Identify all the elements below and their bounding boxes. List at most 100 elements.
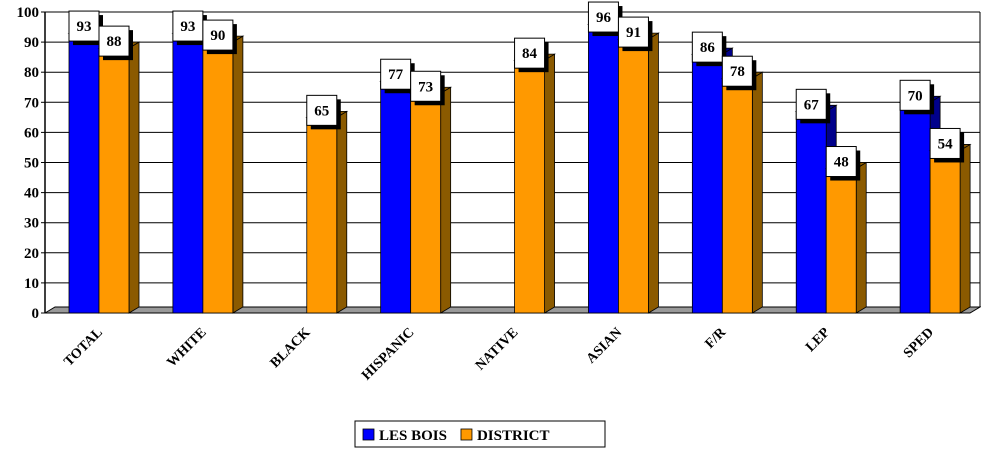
legend-label-les-bois: LES BOIS [379, 428, 447, 444]
bar-front [588, 23, 619, 314]
data-label-box [825, 146, 857, 178]
y-tick-label-50: 50 [24, 156, 39, 172]
bar-front [98, 47, 130, 314]
data-label-text: 93 [180, 19, 195, 35]
bar-front [172, 32, 204, 314]
x-tick-label-sped: SPED [901, 325, 937, 361]
data-label-box [617, 16, 649, 48]
bar-district-hispanic [409, 86, 453, 314]
x-tick-label-asian: ASIAN [584, 325, 625, 366]
data-label-box [98, 25, 130, 57]
bar-les-bois-f-r [690, 47, 734, 314]
data-label-box [380, 58, 412, 90]
bar-district-f-r [720, 71, 764, 314]
bar-front [410, 92, 442, 314]
bar-front [380, 80, 412, 314]
data-label-les-bois-sped: 70 [899, 79, 935, 115]
data-label-les-bois-asian: 96 [587, 1, 623, 37]
y-tick-label-0: 0 [32, 306, 40, 322]
data-label-district-lep: 48 [825, 146, 861, 181]
data-label-district-native: 84 [514, 37, 549, 73]
data-label-box [587, 1, 619, 33]
data-label-text: 78 [730, 64, 745, 80]
legend-label-district: DISTRICT [477, 428, 550, 444]
bar-side [855, 161, 867, 314]
data-label-les-bois-hispanic: 77 [380, 58, 415, 94]
bar-district-lep [824, 161, 868, 314]
y-tick-label-60: 60 [24, 125, 39, 141]
data-label-box [929, 127, 961, 159]
bar-side [128, 41, 140, 314]
y-tick-label-30: 30 [24, 216, 39, 232]
bar-district-native [513, 53, 556, 314]
bar-side [232, 35, 244, 314]
data-label-text: 65 [314, 103, 329, 119]
data-label-text: 54 [938, 136, 954, 152]
legend: LES BOIS DISTRICT [354, 420, 606, 448]
bar-side [959, 143, 971, 314]
x-tick-label-black: BLACK [268, 325, 314, 371]
bar-district-total [97, 41, 141, 314]
data-label-text: 48 [834, 155, 849, 171]
y-tick-label-80: 80 [24, 65, 39, 81]
data-label-text: 88 [107, 34, 122, 50]
bar-front [929, 150, 961, 314]
bar-front [514, 59, 545, 314]
bar-side [648, 32, 659, 314]
data-label-box [691, 31, 723, 63]
data-label-text: 96 [596, 10, 612, 26]
x-tick-label-lep: LEP [803, 325, 833, 355]
bar-side [336, 110, 348, 314]
data-label-box [202, 19, 234, 51]
x-tick-label-native: NATIVE [473, 325, 521, 373]
data-label-text: 90 [210, 28, 225, 44]
data-label-les-bois-lep: 67 [795, 88, 831, 124]
x-tick-label-f-r: F/R [703, 325, 730, 352]
data-label-text: 86 [700, 40, 716, 56]
data-label-box [172, 10, 204, 42]
bar-front [68, 32, 100, 314]
data-label-box [899, 79, 931, 111]
bar-front [721, 77, 753, 314]
data-label-text: 67 [804, 97, 820, 113]
bar-front [202, 41, 234, 314]
data-label-les-bois-white: 93 [172, 10, 207, 46]
legend-swatch-district [460, 428, 473, 441]
bar-side [544, 53, 555, 314]
bar-side [440, 86, 452, 314]
data-label-box [410, 70, 442, 102]
bar-front [795, 110, 827, 314]
y-tick-label-90: 90 [24, 35, 39, 51]
x-tick-label-total: TOTAL [61, 325, 105, 369]
data-label-district-black: 65 [306, 94, 341, 130]
data-label-district-hispanic: 73 [410, 70, 445, 106]
data-label-district-white: 90 [202, 19, 237, 55]
y-tick-label-70: 70 [24, 95, 39, 111]
bar-district-white [201, 35, 245, 314]
legend-box [354, 420, 606, 448]
data-label-text: 91 [626, 25, 641, 41]
data-label-box [795, 88, 827, 120]
data-label-text: 77 [388, 67, 404, 83]
y-tick-label-40: 40 [24, 186, 39, 202]
bar-front [618, 38, 649, 314]
data-label-district-f-r: 78 [721, 55, 757, 91]
legend-swatch-les-bois [362, 428, 375, 441]
bar-front [825, 168, 857, 314]
y-tick-label-100: 100 [17, 5, 40, 21]
x-tick-label-white: WHITE [164, 325, 209, 370]
bar-front [306, 116, 338, 314]
data-label-district-asian: 91 [617, 16, 653, 52]
data-label-box [721, 55, 753, 87]
data-label-district-sped: 54 [929, 127, 965, 163]
data-label-text: 84 [522, 46, 538, 62]
data-label-text: 73 [418, 79, 433, 95]
data-label-les-bois-total: 93 [68, 10, 103, 46]
data-label-box [514, 37, 546, 69]
bar-front [899, 101, 931, 314]
data-label-les-bois-f-r: 86 [691, 31, 727, 67]
bar-side [751, 71, 763, 314]
bar-district-sped [928, 143, 972, 314]
